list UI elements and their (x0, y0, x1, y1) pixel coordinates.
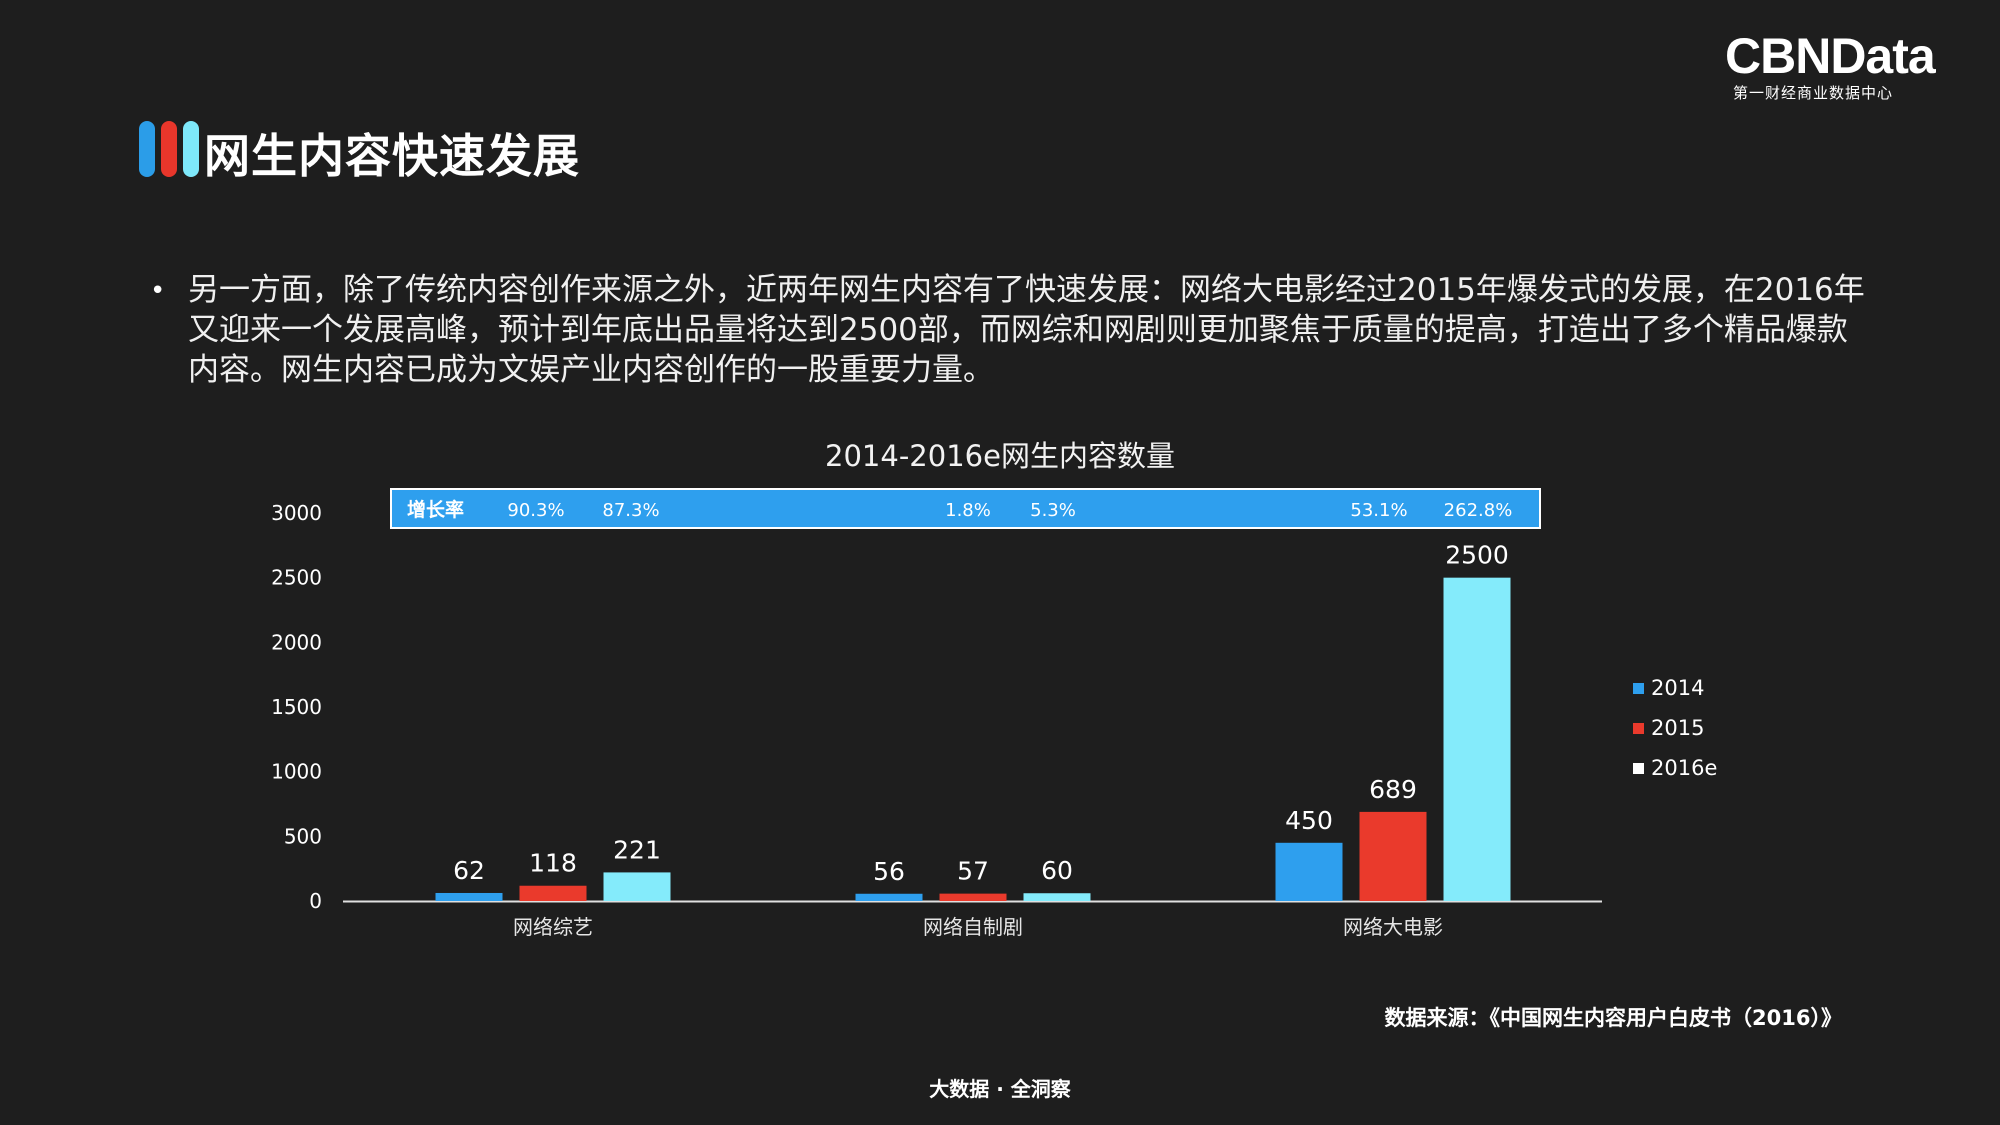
legend-item-2016e: 2016e (1633, 748, 1717, 788)
growth-rate-value: 90.3% (507, 500, 564, 521)
logo-subtitle: 第一财经商业数据中心 (1733, 84, 1894, 102)
title-bar-cyan (183, 121, 199, 177)
growth-rate-value: 262.8% (1444, 500, 1513, 521)
data-label: 450 (1285, 806, 1333, 835)
data-label: 62 (453, 856, 485, 885)
bar-2014-2 (1275, 842, 1343, 901)
bar-2014-1 (855, 893, 923, 901)
data-label: 60 (1041, 856, 1073, 885)
y-tick-label: 3000 (271, 501, 322, 525)
bullet-dot: • (150, 276, 166, 306)
logo-wordmark: CBNData (1725, 28, 1936, 84)
data-label: 689 (1369, 775, 1417, 804)
growth-rate-banner (390, 488, 1541, 529)
legend-item-2014: 2014 (1633, 668, 1717, 708)
bar-2015-2 (1359, 811, 1427, 901)
x-tick-label: 网络自制剧 (923, 915, 1023, 939)
title-bar-red (161, 121, 177, 177)
bar-2014-0 (435, 892, 503, 901)
y-tick-label: 2000 (271, 630, 322, 654)
growth-rate-value: 53.1% (1350, 500, 1407, 521)
data-label: 56 (873, 857, 905, 886)
page-title: 网生内容快速发展 (204, 129, 580, 183)
legend-label-2015: 2015 (1651, 716, 1705, 740)
data-label: 221 (613, 835, 661, 864)
bar-2016e-1 (1023, 893, 1091, 901)
bar-2016e-2 (1443, 577, 1511, 901)
y-tick-label: 2500 (271, 566, 322, 590)
cbndata-logo: CBNData 第一财经商业数据中心 (1725, 28, 1947, 102)
y-tick-label: 1000 (271, 760, 322, 784)
bar-2016e-0 (603, 872, 671, 901)
x-tick-label: 网络综艺 (513, 915, 593, 939)
data-source-note: 数据来源：《中国网生内容用户白皮书（2016）》 (1384, 1006, 1842, 1030)
chart-legend: 2014 2015 2016e (1633, 668, 1717, 788)
footer-tagline: 大数据 · 全洞察 (929, 1077, 1071, 1101)
legend-swatch-2014 (1633, 682, 1644, 694)
legend-item-2015: 2015 (1633, 708, 1717, 748)
bar-2015-1 (939, 893, 1007, 901)
legend-label-2016e: 2016e (1651, 756, 1718, 780)
data-label: 118 (529, 849, 577, 878)
intro-paragraph: 另一方面，除了传统内容创作来源之外，近两年网生内容有了快速发展：网络大电影经过2… (188, 272, 1865, 388)
data-label: 57 (957, 857, 989, 886)
growth-rate-value: 1.8% (945, 500, 991, 521)
y-tick-label: 500 (284, 824, 322, 848)
bar-2015-0 (519, 885, 587, 901)
growth-rate-label: 增长率 (407, 498, 464, 521)
x-tick-label: 网络大电影 (1343, 915, 1443, 939)
legend-label-2014: 2014 (1651, 676, 1705, 700)
title-bar-blue (139, 121, 155, 177)
growth-rate-value: 87.3% (602, 500, 659, 521)
data-label: 2500 (1445, 541, 1509, 570)
title-accent-bars (139, 121, 201, 177)
legend-swatch-2016e (1633, 762, 1644, 774)
growth-rate-value: 5.3% (1030, 500, 1076, 521)
chart-title: 2014-2016e网生内容数量 (825, 439, 1175, 473)
legend-swatch-2015 (1633, 722, 1644, 734)
y-tick-label: 1500 (271, 695, 322, 719)
y-tick-label: 0 (309, 889, 322, 913)
